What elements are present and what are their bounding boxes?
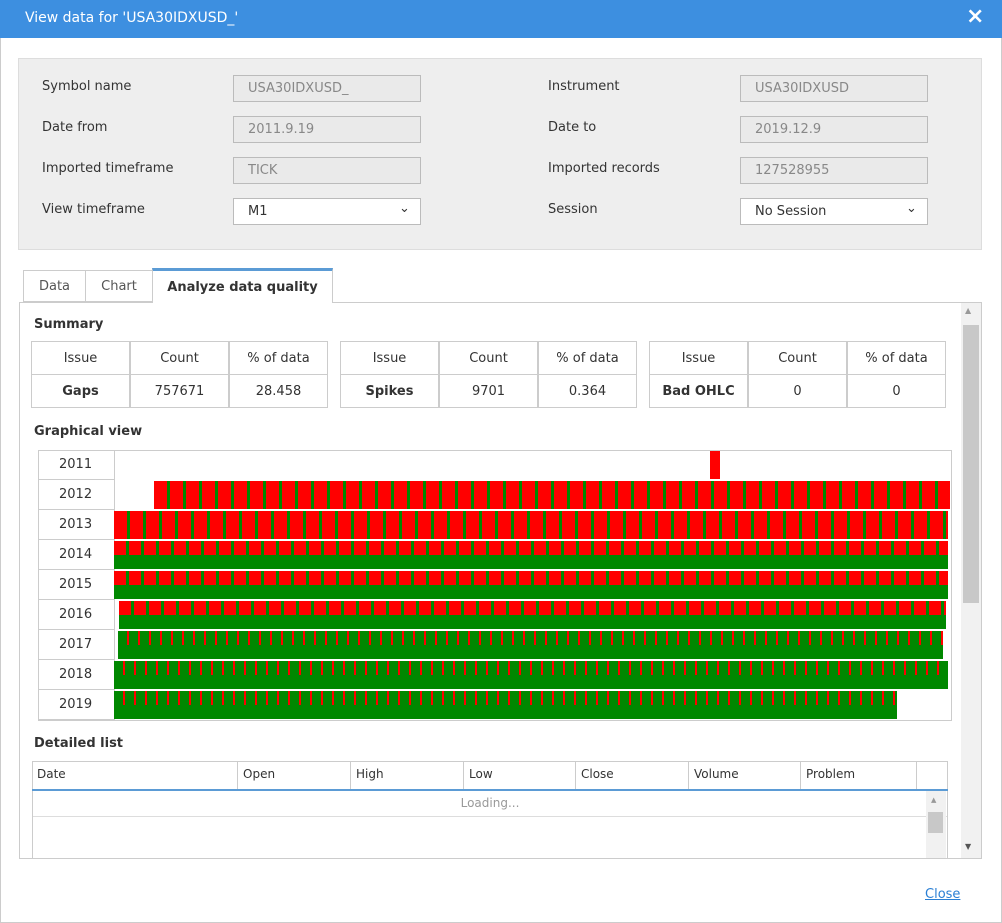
- quality-bar: [154, 481, 950, 509]
- column-header[interactable]: Date: [32, 761, 238, 790]
- column-header[interactable]: Close: [576, 761, 689, 790]
- field-label: Date from: [42, 120, 108, 135]
- bar-bottom: [118, 645, 943, 659]
- table-cell: 28.458: [229, 374, 328, 408]
- title-bar: [0, 0, 1002, 38]
- field-label: Instrument: [548, 79, 620, 94]
- table-cell: Bad OHLC: [649, 374, 748, 408]
- table-header: Issue: [31, 341, 130, 375]
- column-header[interactable]: High: [351, 761, 464, 790]
- text-field: USA30IDXUSD_: [233, 75, 421, 102]
- column-header[interactable]: Volume: [689, 761, 801, 790]
- text-field: 127528955: [740, 157, 928, 184]
- bar-top: [114, 691, 897, 705]
- quality-bar: [118, 631, 943, 659]
- loading-row: Loading...: [33, 791, 947, 817]
- tab[interactable]: Data: [23, 270, 85, 302]
- table-cell: 757671: [130, 374, 229, 408]
- section-title: Graphical view: [34, 424, 143, 439]
- close-x[interactable]: ×: [966, 4, 985, 29]
- column-header[interactable]: Open: [238, 761, 351, 790]
- header-line: [32, 789, 948, 791]
- quality-bar: [119, 601, 946, 629]
- bar-bottom: [119, 615, 946, 629]
- quality-bar: [114, 571, 948, 599]
- field-label: Imported records: [548, 161, 660, 176]
- text-field: TICK: [233, 157, 421, 184]
- bar-top: [154, 481, 950, 509]
- table-header: % of data: [538, 341, 637, 375]
- field-label: Date to: [548, 120, 597, 135]
- select[interactable]: No Session: [740, 198, 928, 225]
- quality-bar: [114, 511, 948, 539]
- text-field: USA30IDXUSD: [740, 75, 928, 102]
- section-title: Summary: [34, 317, 104, 332]
- list-scroll-up: ▲: [931, 796, 937, 804]
- table-cell: 0: [748, 374, 847, 408]
- bar-bottom: [114, 705, 897, 719]
- quality-bar: [114, 691, 897, 719]
- quality-bar: [114, 541, 948, 569]
- bar-top: [114, 661, 948, 675]
- field-label: View timeframe: [42, 202, 145, 217]
- section-title: Detailed list: [34, 736, 124, 751]
- year-label: 2011: [38, 450, 115, 480]
- scroll-down: ▼: [965, 842, 972, 851]
- field-label: Session: [548, 202, 598, 217]
- table-cell: Spikes: [340, 374, 439, 408]
- year-label: 2013: [38, 510, 115, 540]
- bar-bottom: [114, 675, 948, 689]
- field-label: Symbol name: [42, 79, 132, 94]
- bar-top: [118, 631, 943, 645]
- table-header: % of data: [847, 341, 946, 375]
- bar-top: [119, 601, 946, 615]
- dropdown-arrow: ⌄: [906, 201, 917, 216]
- table-header: Issue: [649, 341, 748, 375]
- tab-content: [19, 302, 982, 859]
- column-header[interactable]: Problem: [801, 761, 917, 790]
- year-label: 2015: [38, 570, 115, 600]
- bar-top: [114, 511, 948, 539]
- column-header[interactable]: Low: [464, 761, 576, 790]
- table-header: % of data: [229, 341, 328, 375]
- year-label: 2014: [38, 540, 115, 570]
- scroll-up: ▲: [965, 306, 972, 315]
- text-field: 2019.12.9: [740, 116, 928, 143]
- table-header: Count: [748, 341, 847, 375]
- table-header: Count: [130, 341, 229, 375]
- year-label: 2019: [38, 690, 115, 720]
- select[interactable]: M1: [233, 198, 421, 225]
- table-cell: 9701: [439, 374, 538, 408]
- table-cell: Gaps: [31, 374, 130, 408]
- quality-bar: [114, 661, 948, 689]
- list-frame: [32, 761, 948, 858]
- bar-top: [114, 571, 948, 585]
- year-label: 2016: [38, 600, 115, 630]
- year-label: 2012: [38, 480, 115, 510]
- quality-bar: [710, 451, 720, 479]
- tab[interactable]: Analyze data quality: [152, 268, 333, 303]
- table-cell: 0.364: [538, 374, 637, 408]
- table-cell: 0: [847, 374, 946, 408]
- field-label: Imported timeframe: [42, 161, 174, 176]
- year-label: 2018: [38, 660, 115, 690]
- bar-top: [710, 451, 720, 479]
- scroll-thumb[interactable]: [963, 325, 979, 603]
- bar-top: [114, 541, 948, 555]
- bar-bottom: [114, 585, 948, 599]
- grid-frame: [38, 450, 952, 721]
- tab[interactable]: Chart: [85, 270, 152, 302]
- dialog-title: View data for 'USA30IDXUSD_': [25, 10, 239, 26]
- text-field: 2011.9.19: [233, 116, 421, 143]
- close-link[interactable]: Close: [925, 887, 961, 902]
- dropdown-arrow: ⌄: [399, 201, 410, 216]
- bar-bottom: [114, 555, 948, 569]
- year-label: 2017: [38, 630, 115, 660]
- table-header: Issue: [340, 341, 439, 375]
- table-header: Count: [439, 341, 538, 375]
- list-thumb[interactable]: [928, 812, 943, 833]
